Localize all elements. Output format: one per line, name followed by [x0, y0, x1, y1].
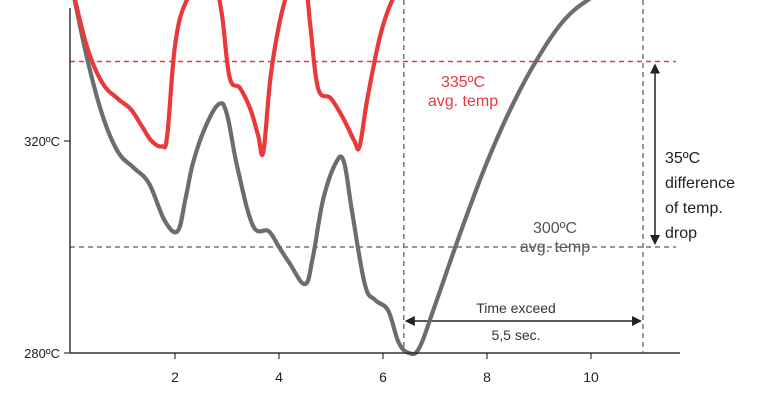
gray-avg-label: avg. temp: [520, 239, 590, 256]
y-tick-label: 280ºC: [24, 346, 60, 361]
series-layer: [72, 0, 592, 357]
axes: [69, 8, 680, 354]
x-tick-label: 8: [483, 369, 491, 385]
time-exceed-line-1: Time exceed: [476, 300, 556, 316]
x-tick-label: 6: [379, 369, 387, 385]
x-tick-label: 4: [275, 369, 283, 385]
reference-lines: [70, 60, 676, 248]
x-tick-label: 2: [171, 369, 179, 385]
tick-labels: 246810280ºC320ºC350ºC: [24, 134, 599, 385]
time-exceed-line-2: 5,5 sec.: [491, 327, 540, 343]
red-series-line: [72, 0, 395, 158]
x-tick-label: 10: [583, 369, 599, 385]
gray-series-line: [72, 0, 592, 357]
guide-lines: [403, 0, 660, 353]
red-avg-value: 335ºC: [441, 74, 485, 91]
difference-line-2: difference: [665, 175, 735, 192]
difference-line-1: 35ºC: [665, 150, 700, 167]
difference-line-4: drop: [665, 225, 697, 242]
red-avg-label: avg. temp: [428, 93, 498, 110]
y-tick-label: 320ºC: [24, 134, 60, 149]
gray-avg-value: 300ºC: [533, 220, 577, 237]
difference-line-3: of temp.: [665, 200, 723, 217]
